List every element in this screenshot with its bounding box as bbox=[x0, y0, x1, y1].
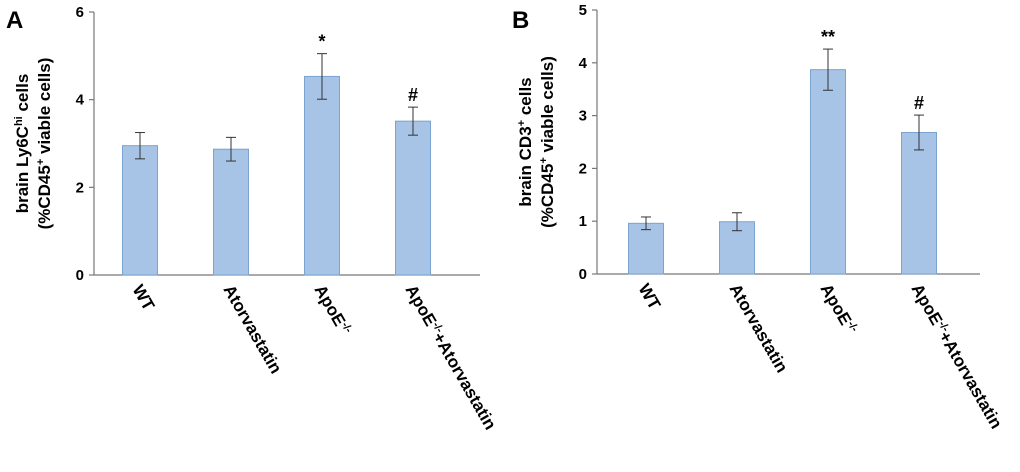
y-axis-label-text: cells bbox=[13, 74, 32, 117]
x-tick-label: WT bbox=[635, 281, 665, 314]
x-tick-label: Atorvastatin bbox=[726, 281, 792, 376]
y-tick-label: 2 bbox=[76, 179, 84, 196]
x-tick-label: ApoE-/- bbox=[311, 282, 355, 339]
y-tick-label: 5 bbox=[579, 2, 587, 19]
y-axis-label-superscript: + bbox=[35, 159, 47, 165]
y-axis-label-text: (%CD45 bbox=[538, 164, 557, 228]
y-axis-label-text: (%CD45 bbox=[35, 165, 54, 229]
bar bbox=[628, 222, 664, 275]
panel-letter-a: A bbox=[6, 7, 23, 34]
bar bbox=[395, 120, 431, 276]
y-axis-label-line1: brain Ly6Chi cells bbox=[13, 74, 32, 214]
bar bbox=[810, 69, 846, 275]
x-tick-label-text: +Atorvastatin bbox=[429, 329, 500, 433]
y-axis-label-text: viable cells) bbox=[35, 58, 54, 159]
bar bbox=[122, 145, 158, 276]
bar bbox=[304, 75, 340, 276]
y-axis-label-line1: brain CD3+ cells bbox=[516, 77, 535, 206]
significance-marker: # bbox=[914, 93, 924, 113]
y-axis-label-text: viable cells) bbox=[538, 56, 557, 157]
x-tick-label: ApoE-/-+Atorvastatin bbox=[402, 282, 500, 433]
x-tick-label-text: WT bbox=[635, 281, 665, 314]
y-axis-label-line2: (%CD45+ viable cells) bbox=[35, 58, 54, 230]
y-axis-label-text: brain CD3 bbox=[516, 126, 535, 206]
y-tick-label: 6 bbox=[76, 4, 84, 21]
y-axis-label-text: brain Ly6C bbox=[13, 126, 32, 213]
x-tick-label-text: Atorvastatin bbox=[220, 282, 286, 377]
x-tick-label: ApoE-/- bbox=[817, 281, 861, 338]
x-tick-label: ApoE-/-+Atorvastatin bbox=[908, 281, 1006, 432]
y-tick-label: 1 bbox=[579, 213, 587, 230]
x-tick-label-text: +Atorvastatin bbox=[935, 328, 1006, 432]
x-tick-label-text: Atorvastatin bbox=[726, 281, 792, 376]
y-axis-label-superscript: + bbox=[538, 157, 550, 163]
y-axis-label-superscript: hi bbox=[13, 116, 25, 126]
y-tick-label: 2 bbox=[579, 160, 587, 177]
x-tick-label: Atorvastatin bbox=[220, 282, 286, 377]
x-tick-label-text: WT bbox=[129, 282, 159, 315]
bar bbox=[213, 148, 249, 276]
bar bbox=[901, 131, 937, 275]
y-axis-label-line2: (%CD45+ viable cells) bbox=[538, 56, 557, 228]
y-tick-label: 4 bbox=[76, 92, 85, 109]
significance-marker: * bbox=[318, 32, 325, 52]
x-tick-label: WT bbox=[129, 282, 159, 315]
y-tick-label: 0 bbox=[76, 267, 84, 284]
significance-marker: ** bbox=[821, 27, 835, 47]
panel-letter-b: B bbox=[512, 7, 529, 34]
significance-marker: # bbox=[408, 85, 418, 105]
y-axis-label-text: cells bbox=[516, 77, 535, 120]
y-tick-label: 0 bbox=[579, 266, 587, 283]
y-tick-label: 4 bbox=[579, 55, 588, 72]
y-axis-label-superscript: + bbox=[516, 120, 528, 126]
y-tick-label: 3 bbox=[579, 108, 587, 125]
